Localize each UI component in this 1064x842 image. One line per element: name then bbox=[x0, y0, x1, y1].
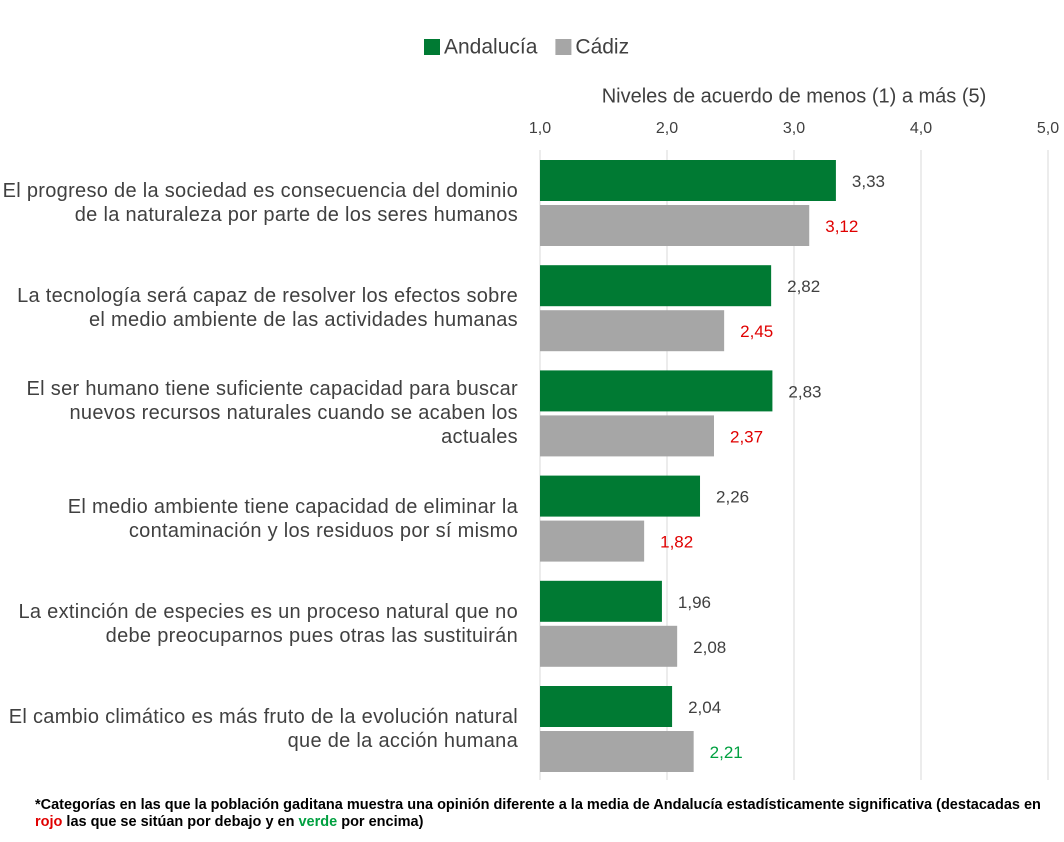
legend-swatch bbox=[424, 39, 440, 55]
value-label: 2,21 bbox=[710, 743, 743, 762]
value-label: 2,45 bbox=[740, 322, 773, 341]
x-tick-label: 2,0 bbox=[656, 120, 678, 137]
bar bbox=[540, 265, 772, 307]
bar bbox=[540, 580, 662, 622]
bar bbox=[540, 160, 836, 201]
x-axis-label: Niveles de acuerdo de menos (1) a más (5… bbox=[602, 85, 987, 107]
footnote: *Categorías en las que la población gadi… bbox=[35, 797, 1045, 831]
bar bbox=[540, 310, 725, 352]
value-label: 3,12 bbox=[825, 217, 858, 236]
category-label: El ser humano tiene suficiente capacidad… bbox=[26, 378, 518, 449]
bar bbox=[540, 415, 714, 457]
bar bbox=[540, 205, 810, 246]
value-label: 2,26 bbox=[716, 488, 749, 507]
footnote-part: las que se sitúan por debajo y en bbox=[62, 814, 299, 830]
category-label: El progreso de la sociedad es consecuenc… bbox=[2, 180, 518, 226]
value-label: 2,08 bbox=[693, 638, 726, 657]
value-label: 1,96 bbox=[678, 593, 711, 612]
footnote-part: rojo bbox=[35, 814, 63, 830]
footnote-part: *Categorías en las que la población gadi… bbox=[35, 797, 1045, 813]
footnote-part: por encima) bbox=[337, 814, 424, 830]
value-label: 2,82 bbox=[787, 277, 820, 296]
value-label: 3,33 bbox=[852, 172, 885, 191]
footnote-part: verde bbox=[298, 814, 338, 830]
value-label: 2,83 bbox=[788, 382, 821, 401]
bar bbox=[540, 520, 645, 562]
legend-label: Cádiz bbox=[575, 36, 629, 59]
category-label: El cambio climático es más fruto de la e… bbox=[8, 706, 518, 752]
legend-swatch bbox=[555, 39, 572, 55]
x-tick-label: 5,0 bbox=[1037, 120, 1059, 137]
legend-label: Andalucía bbox=[444, 36, 538, 59]
value-label: 2,37 bbox=[730, 427, 763, 446]
category-label: La extinción de especies es un proceso n… bbox=[18, 600, 518, 647]
value-label: 2,04 bbox=[688, 698, 721, 717]
x-tick-label: 3,0 bbox=[783, 120, 805, 137]
category-label: El medio ambiente tiene capacidad de eli… bbox=[67, 495, 518, 542]
x-tick-label: 1,0 bbox=[529, 120, 551, 137]
category-label: La tecnología será capaz de resolver los… bbox=[17, 285, 518, 332]
bar bbox=[540, 731, 694, 772]
bar bbox=[540, 686, 673, 727]
bar bbox=[540, 370, 773, 412]
x-tick-label: 4,0 bbox=[910, 120, 932, 137]
value-label: 1,82 bbox=[660, 533, 693, 552]
bar bbox=[540, 625, 678, 667]
bar bbox=[540, 475, 701, 517]
